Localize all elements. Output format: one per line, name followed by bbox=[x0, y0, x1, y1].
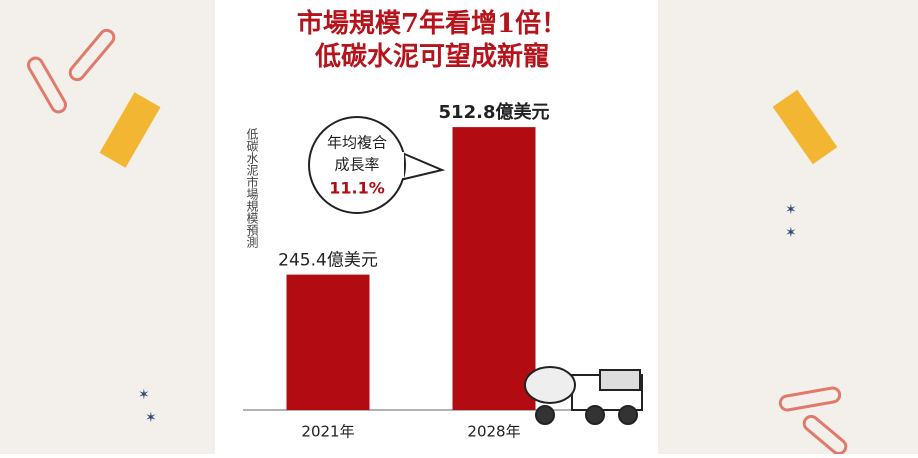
value-label: 245.4億美元 bbox=[278, 251, 378, 271]
x-tick-label: 2021年 bbox=[301, 423, 354, 441]
bubble-join bbox=[396, 152, 404, 178]
svg-text:✶: ✶ bbox=[785, 202, 797, 218]
sparkles: ✶ ✶ ✶ ✶ bbox=[138, 202, 797, 426]
annotation: 11.1% bbox=[329, 179, 385, 198]
svg-text:✶: ✶ bbox=[145, 410, 157, 426]
value-label: 512.8億美元 bbox=[439, 101, 550, 123]
annotation: 成長率 bbox=[334, 156, 379, 174]
bar bbox=[286, 274, 370, 410]
annotation: 年均複合 bbox=[327, 134, 387, 152]
chart-title: 市場規模7年看增1倍！ bbox=[297, 8, 567, 39]
tape bbox=[99, 92, 161, 168]
paper-clips bbox=[27, 28, 848, 456]
svg-text:✶: ✶ bbox=[138, 387, 150, 403]
chart-title: 低碳水泥可望成新寵 bbox=[314, 41, 549, 72]
truck bbox=[524, 366, 643, 425]
bubble bbox=[308, 116, 406, 214]
bar bbox=[452, 127, 536, 410]
x-tick-label: 2028年 bbox=[467, 423, 520, 441]
tape bbox=[772, 89, 838, 165]
svg-text:✶: ✶ bbox=[785, 225, 797, 241]
y-axis-label: 低碳水泥市場規模預測 bbox=[245, 128, 259, 249]
